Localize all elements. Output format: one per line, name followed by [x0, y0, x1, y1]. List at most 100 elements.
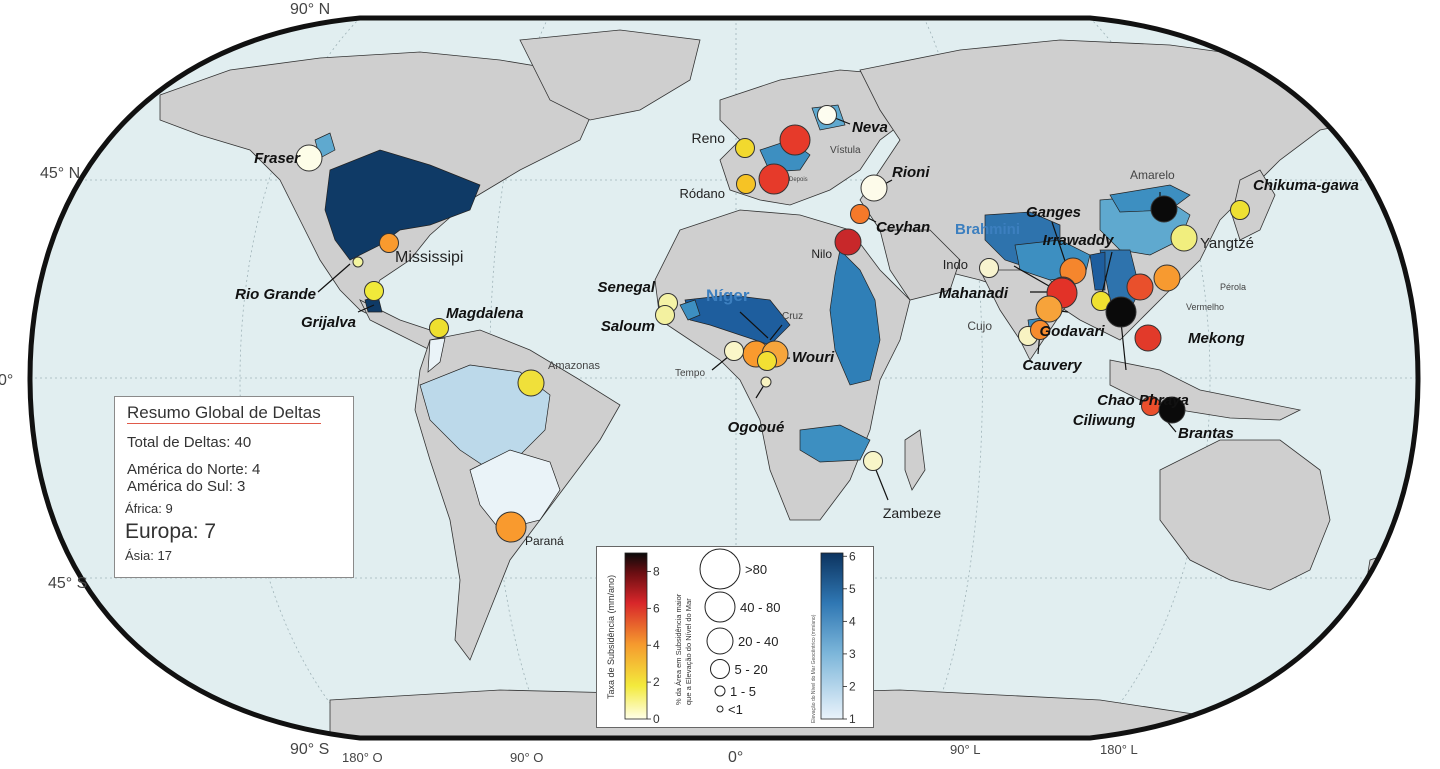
indonesia [1109, 359, 1302, 421]
basin-parana [469, 449, 561, 531]
delta-label-irrawaddy: Irrawaddy [1043, 232, 1115, 249]
delta-label-mekong: Mekong [1188, 330, 1245, 347]
legend-area-circle [714, 685, 726, 697]
delta-marker-ogooue [760, 376, 772, 388]
delta-marker-grijalva [364, 281, 384, 301]
delta-label-fraser: Fraser [254, 150, 301, 167]
delta-marker-depois [758, 163, 790, 195]
legend-subsidence-tick: 6 [653, 601, 660, 615]
delta-marker-tempo [724, 341, 744, 361]
australia [1159, 439, 1331, 591]
delta-label-amarelo: Amarelo [1130, 168, 1175, 182]
delta-marker-reno [735, 138, 755, 158]
delta-label-rodano: Ródano [679, 186, 725, 201]
madagascar [904, 429, 926, 491]
legend-area-label: >80 [745, 562, 767, 577]
delta-marker-vistula [779, 124, 811, 156]
legend-subsidence-tick: 2 [653, 675, 660, 689]
legend-subsidence-tick: 0 [653, 712, 660, 726]
delta-label-chikuma-gawa: Chikuma-gawa [1253, 177, 1359, 194]
basin-amazonas [419, 364, 551, 471]
legend-area-label: 5 - 20 [735, 662, 768, 677]
map-legend: Taxa de Subsidência (mm/ano) 0 2 4 6 8 % da … [596, 546, 874, 728]
delta-marker-parana [495, 511, 527, 543]
delta-label-tempo: Tempo [675, 368, 705, 379]
basin-senegal [679, 299, 701, 321]
legend-area-scale: >80 40 - 80 20 - 40 5 - 20 1 - 5 <1 [699, 548, 780, 717]
delta-label-cujo: Cujo [967, 319, 992, 333]
basin-mississipi [324, 149, 481, 261]
legend-rise-tick: 6 [849, 549, 856, 563]
basin-zambeze [799, 424, 871, 463]
delta-marker-fraser [295, 144, 323, 172]
delta-marker-mekong [1134, 324, 1162, 352]
delta-label-vistula: Vístula [830, 145, 861, 156]
delta-marker-wouri [757, 351, 777, 371]
svg-text:90° N: 90° N [290, 1, 330, 18]
coordinate-labels: 90° N 45° N 0° 45° S 90° S 180° O 90° O … [0, 1, 1138, 766]
summary-asia: Ásia: 17 [125, 548, 172, 563]
legend-area-title-2: que a Elevação do Nível do Mar [684, 598, 693, 705]
summary-europe: Europa: 7 [125, 520, 217, 543]
summary-title: Resumo Global de Deltas [127, 403, 321, 424]
delta-label-perola: Pérola [1220, 282, 1246, 292]
legend-rise-tick: 2 [849, 679, 856, 693]
delta-label-parana: Paraná [525, 534, 564, 548]
legend-rise-tick: 3 [849, 647, 856, 661]
delta-label-cauvery: Cauvery [1022, 357, 1082, 374]
legend-area-label: 1 - 5 [730, 684, 756, 699]
delta-label-wouri: Wouri [792, 349, 835, 366]
basin-nile [829, 249, 881, 386]
delta-markers [295, 105, 1250, 543]
legend-area-title-1: % da Área em Subsidência maior [674, 593, 683, 705]
delta-label-amazonas: Amazonas [548, 360, 600, 372]
delta-labels: Fraser Mississipi Rio Grande Grijalva Magdal… [235, 119, 1359, 548]
delta-label-niger: Níger [706, 286, 750, 305]
summary-total: Total de Deltas: 40 [127, 434, 252, 451]
delta-marker-nilo [834, 228, 862, 256]
delta-label-mahanadi: Mahanadi [939, 285, 1009, 302]
legend-area-circle [710, 659, 730, 679]
legend-subsidence-tick: 4 [653, 638, 660, 652]
delta-label-brantas: Brantas [1178, 425, 1234, 442]
summary-africa: África: 9 [125, 501, 173, 516]
delta-marker-ceyhan [850, 204, 870, 224]
legend-area-label: <1 [728, 702, 743, 717]
svg-text:90° S: 90° S [290, 741, 329, 758]
legend-rise-tick: 1 [849, 712, 856, 726]
svg-text:45° S: 45° S [48, 575, 87, 592]
delta-marker-chao-phraya [1105, 296, 1137, 328]
delta-marker-saloum [655, 305, 675, 325]
delta-label-yangtze: Yangtzé [1200, 235, 1254, 252]
delta-label-ogooue: Ogooué [728, 419, 785, 436]
delta-marker-cauvery [1030, 320, 1050, 340]
summary-north-america: América do Norte: 4 [127, 461, 261, 478]
legend-rise-tick: 4 [849, 614, 856, 628]
delta-label-depois: Depois [789, 177, 808, 183]
legend-rise-colorbar [820, 552, 844, 720]
basin-magdalena [427, 337, 446, 373]
delta-marker-zambeze [863, 451, 883, 471]
summary-south-america: América do Sul: 3 [127, 478, 246, 495]
delta-label-chao-phraya: Chao Phraya [1097, 392, 1189, 409]
map-frame [27, 15, 1421, 741]
legend-rise-title: Elevação do Nível do Mar Geocêntrico (mm… [811, 614, 817, 723]
delta-marker-vermelho [1126, 273, 1154, 301]
delta-label-ceyhan: Ceyhan [876, 219, 930, 236]
legend-subsidence-ticks: 0 2 4 6 8 [647, 564, 660, 726]
delta-marker-perola [1153, 264, 1181, 292]
arabia [879, 229, 961, 301]
delta-marker-godavari [1035, 295, 1063, 323]
delta-label-reno: Reno [692, 130, 726, 146]
svg-text:90° L: 90° L [950, 742, 981, 757]
svg-text:180° O: 180° O [342, 750, 383, 765]
delta-label-rio-grande: Rio Grande [235, 286, 316, 303]
svg-text:45° N: 45° N [40, 165, 80, 182]
delta-label-magdalena: Magdalena [446, 305, 524, 322]
delta-marker-brantas [1158, 396, 1186, 424]
delta-marker-magdalena [429, 318, 449, 338]
delta-label-saloum: Saloum [601, 318, 655, 335]
delta-marker-rioni [860, 174, 888, 202]
delta-marker-rodano [736, 174, 756, 194]
